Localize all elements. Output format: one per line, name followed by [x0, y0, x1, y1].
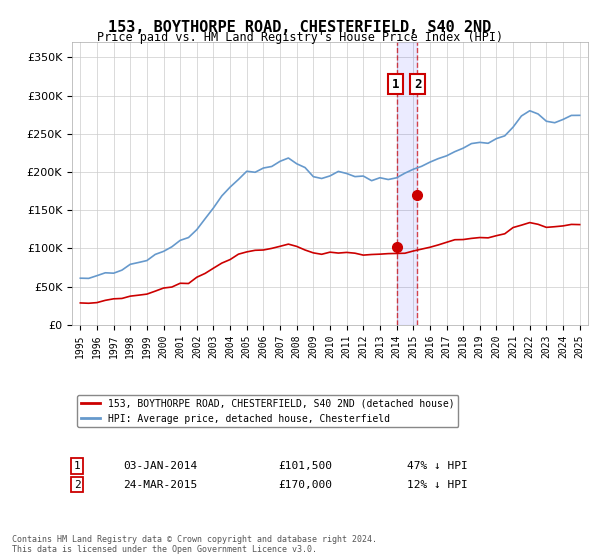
Text: 24-MAR-2015: 24-MAR-2015	[124, 479, 198, 489]
Text: 47% ↓ HPI: 47% ↓ HPI	[407, 461, 468, 471]
Legend: 153, BOYTHORPE ROAD, CHESTERFIELD, S40 2ND (detached house), HPI: Average price,: 153, BOYTHORPE ROAD, CHESTERFIELD, S40 2…	[77, 395, 458, 427]
Text: £170,000: £170,000	[278, 479, 332, 489]
Text: 1: 1	[74, 461, 80, 471]
Text: 1: 1	[392, 77, 400, 91]
Text: Price paid vs. HM Land Registry's House Price Index (HPI): Price paid vs. HM Land Registry's House …	[97, 31, 503, 44]
Text: 12% ↓ HPI: 12% ↓ HPI	[407, 479, 468, 489]
Text: 153, BOYTHORPE ROAD, CHESTERFIELD, S40 2ND: 153, BOYTHORPE ROAD, CHESTERFIELD, S40 2…	[109, 20, 491, 35]
Text: Contains HM Land Registry data © Crown copyright and database right 2024.
This d: Contains HM Land Registry data © Crown c…	[12, 535, 377, 554]
Text: 2: 2	[414, 77, 421, 91]
Text: £101,500: £101,500	[278, 461, 332, 471]
Bar	[397, 42, 417, 325]
Text: 03-JAN-2014: 03-JAN-2014	[124, 461, 198, 471]
Text: 2: 2	[74, 479, 80, 489]
